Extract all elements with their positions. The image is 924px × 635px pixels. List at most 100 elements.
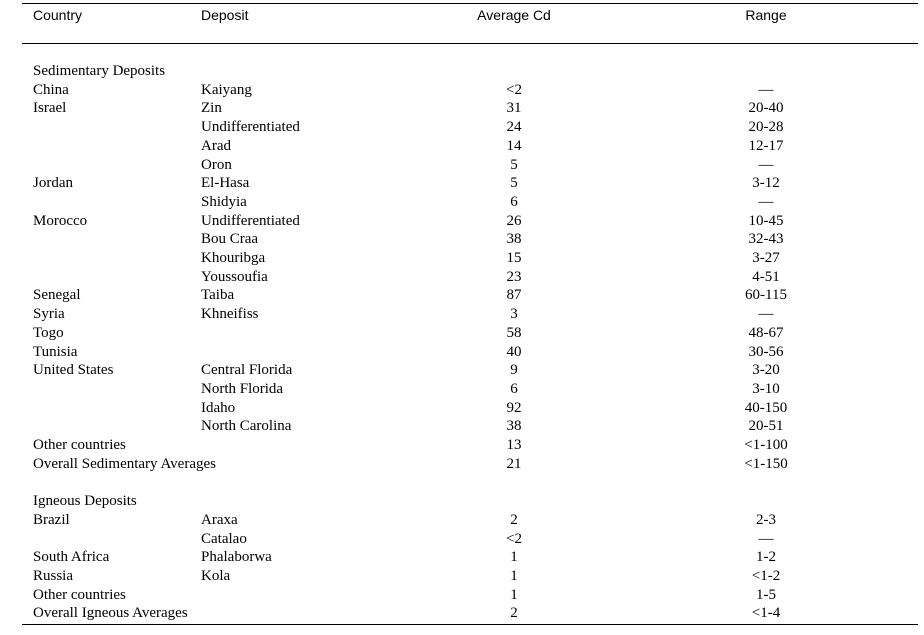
cell-country: United States [33, 362, 114, 379]
table-header-rule [22, 43, 918, 44]
table-row: Brazil Araxa 2 2-3 [0, 511, 924, 530]
cell-average-cd: 15 [506, 250, 522, 266]
cell-deposit: Undifferentiated [201, 119, 300, 136]
cell-range: 20-51 [748, 418, 784, 435]
section-heading-row: Igneous Deposits [0, 492, 924, 511]
cell-average-cd: 38 [506, 231, 522, 248]
table-row: Shidyia 6 — [0, 193, 924, 212]
column-header-average-cd: Average Cd [477, 7, 551, 23]
cell-average-cd: 1 [510, 586, 518, 603]
cell-deposit: North Florida [201, 380, 284, 397]
cell-deposit: Zin [201, 100, 222, 117]
table-row: Youssoufia 23 4-51 [0, 268, 924, 287]
cell-average-cd: 1 [510, 549, 518, 566]
cell-deposit: Youssoufia [201, 268, 268, 285]
cell-average-cd: 23 [506, 268, 522, 285]
cell-average-cd: 3 [510, 306, 518, 323]
cell-country: Israel [33, 100, 67, 117]
cell-country: Other countries [33, 437, 126, 453]
table-row: North Florida 6 3-10 [0, 380, 924, 399]
cell-range: 4-51 [752, 268, 780, 285]
cell-range: 20-40 [748, 100, 784, 117]
table-row: Tunisia 40 30-56 [0, 343, 924, 362]
table-row: North Carolina 38 20-51 [0, 417, 924, 436]
cell-deposit: Araxa [201, 511, 238, 528]
cell-deposit: Catalao [201, 530, 247, 547]
cell-country: Brazil [33, 511, 70, 528]
table-row: Israel Zin 31 20-40 [0, 99, 924, 118]
table-top-rule [22, 3, 918, 4]
cell-range: — [758, 193, 774, 210]
cell-average-cd: 14 [506, 137, 522, 154]
cell-deposit: Arad [201, 137, 231, 154]
table-row: Oron 5 — [0, 156, 924, 175]
cell-average-cd: 13 [506, 437, 522, 453]
cell-deposit: Idaho [201, 399, 236, 416]
column-header-deposit: Deposit [201, 7, 249, 23]
cell-average-cd: 1 [510, 567, 518, 584]
cell-average-cd: 6 [510, 193, 518, 210]
cell-average-cd: 21 [506, 455, 522, 472]
cell-average-cd: 5 [510, 156, 518, 173]
cell-range: — [758, 81, 774, 98]
cell-deposit: Kaiyang [201, 81, 252, 98]
cell-average-cd: 2 [510, 511, 518, 528]
cell-deposit: Oron [201, 156, 232, 173]
cell-country: Jordan [33, 175, 73, 192]
table-row: Catalao <2 — [0, 530, 924, 549]
table-row: China Kaiyang <2 — [0, 81, 924, 100]
cell-deposit: Phalaborwa [201, 549, 272, 566]
cell-average-cd: 26 [506, 212, 522, 229]
table-row: Khouribga 15 3-27 [0, 249, 924, 268]
cell-country: Russia [33, 567, 74, 584]
section-heading: Sedimentary Deposits [33, 63, 166, 79]
cell-deposit: North Carolina [201, 418, 292, 435]
cell-country: Overall Sedimentary Averages [33, 455, 216, 472]
table-row: Russia Kola 1 <1-2 [0, 567, 924, 586]
cell-average-cd: 2 [510, 605, 518, 622]
cell-deposit: Khneifiss [201, 306, 259, 323]
cell-country: China [33, 81, 69, 98]
cell-range: 2-3 [756, 511, 776, 528]
cell-deposit: El-Hasa [201, 175, 250, 192]
cell-range: <1-2 [751, 567, 781, 584]
cell-country: Senegal [33, 287, 81, 304]
column-header-range: Range [745, 7, 787, 23]
table-row: Syria Khneifiss 3 — [0, 305, 924, 324]
cell-range: 1-5 [756, 586, 776, 603]
cell-average-cd: 24 [506, 119, 522, 136]
table-row: Overall Sedimentary Averages 21 <1-150 [0, 455, 924, 474]
blank-row [0, 473, 924, 492]
cell-country: Tunisia [33, 343, 78, 360]
cell-range: 30-56 [748, 343, 784, 360]
table-row: Overall Igneous Averages 2 <1-4 [0, 604, 924, 623]
cell-deposit: Bou Craa [201, 231, 259, 248]
cell-average-cd: <2 [506, 81, 522, 98]
table-row: Other countries 1 1-5 [0, 586, 924, 605]
table-row: Bou Craa 38 32-43 [0, 230, 924, 249]
cell-range: 3-10 [752, 380, 780, 397]
cell-range: <1-100 [744, 437, 788, 453]
cell-average-cd: <2 [506, 530, 522, 547]
cell-country: Overall Igneous Averages [33, 605, 188, 622]
section-heading-row: Sedimentary Deposits [0, 62, 924, 81]
cell-range: 20-28 [748, 119, 784, 136]
table-row: Togo 58 48-67 [0, 324, 924, 343]
table-row: Morocco Undifferentiated 26 10-45 [0, 212, 924, 231]
cell-range: <1-150 [744, 455, 788, 472]
table-row: Other countries 13 <1-100 [0, 436, 924, 455]
cell-country: Other countries [33, 586, 126, 603]
cell-deposit: Shidyia [201, 193, 247, 210]
cell-country: South Africa [33, 549, 110, 566]
cell-range: 48-67 [748, 324, 784, 341]
table-row: Senegal Taiba 87 60-115 [0, 286, 924, 305]
cell-range: 3-12 [752, 175, 780, 192]
column-header-country: Country [33, 7, 83, 23]
cell-deposit: Undifferentiated [201, 212, 300, 229]
cell-range: 3-20 [752, 362, 780, 379]
table-row: United States Central Florida 9 3-20 [0, 361, 924, 380]
cell-range: <1-4 [751, 605, 781, 622]
cell-range: — [758, 306, 774, 323]
cell-average-cd: 6 [510, 380, 518, 397]
cell-average-cd: 40 [506, 343, 522, 360]
